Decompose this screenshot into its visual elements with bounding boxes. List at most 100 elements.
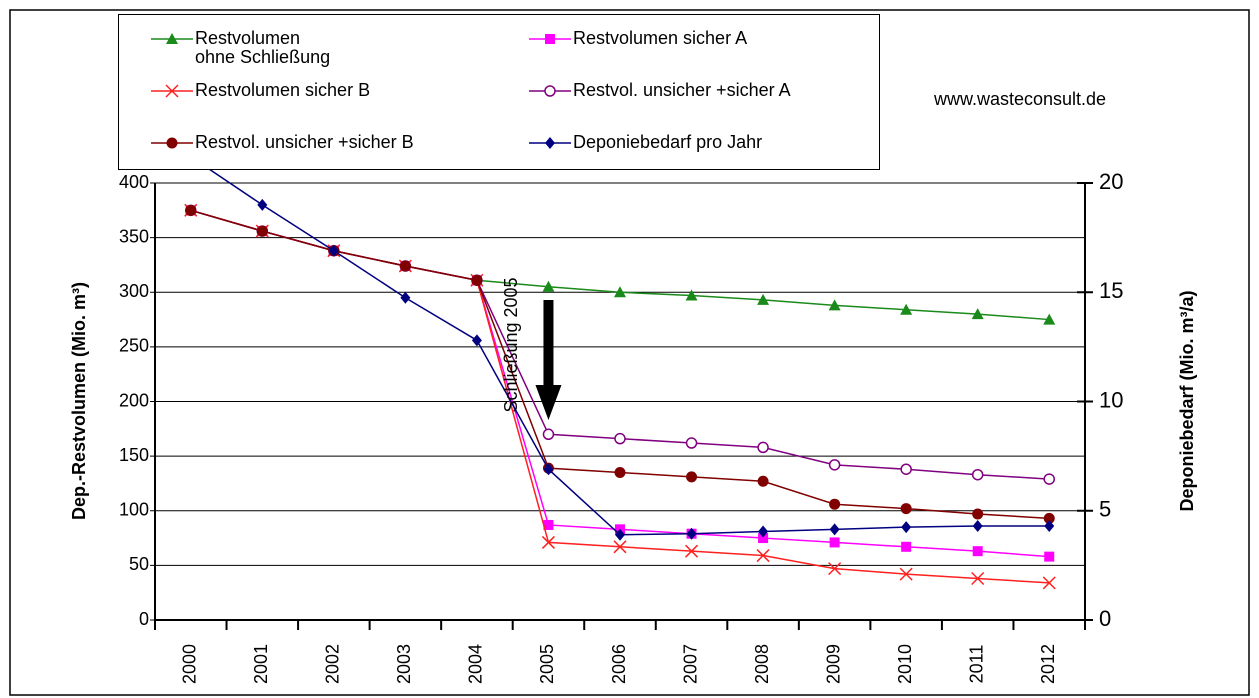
legend-item: Restvolumen sicher B — [149, 81, 370, 101]
marker — [829, 498, 841, 510]
y-tick-label: 300 — [119, 281, 149, 301]
arrow — [535, 300, 562, 420]
marker — [828, 299, 841, 311]
marker — [545, 137, 555, 149]
marker — [828, 562, 842, 576]
marker — [166, 137, 178, 149]
marker — [757, 293, 770, 305]
legend-label: Deponiebedarf pro Jahr — [573, 132, 763, 152]
x-tick-label: 2010 — [895, 644, 915, 684]
legend-swatch — [529, 34, 571, 44]
y-tick-label: 100 — [119, 500, 149, 520]
y-tick-label: 350 — [119, 226, 149, 246]
legend-swatch — [151, 84, 193, 98]
marker — [544, 85, 556, 97]
marker — [971, 468, 984, 481]
marker — [829, 537, 840, 548]
marker — [971, 571, 985, 586]
x-tick-label: 2002 — [323, 644, 343, 684]
marker — [1043, 512, 1055, 524]
legend-label: Restvol. unsicher +sicher B — [195, 132, 414, 152]
y-tick-label: 400 — [119, 172, 149, 192]
y2-tick-label: 15 — [1099, 278, 1123, 303]
marker — [614, 467, 626, 479]
series-line — [190, 209, 1050, 558]
legend-item: Restvol. unsicher +sicher B — [149, 133, 414, 153]
marker — [685, 289, 698, 301]
marker — [971, 308, 984, 320]
y-tick-label: 50 — [129, 554, 149, 574]
marker — [686, 471, 698, 483]
legend-label: Restvolumen sicher B — [195, 80, 371, 100]
marker — [828, 459, 841, 471]
series-line — [190, 156, 1050, 536]
marker — [165, 84, 179, 98]
marker — [541, 535, 555, 549]
marker — [901, 541, 912, 552]
closure-note: Schließung 2005 — [501, 277, 521, 412]
x-tick-label: 2003 — [394, 644, 414, 684]
y-tick-label: 200 — [119, 390, 149, 410]
series — [185, 205, 1055, 562]
website-note: www.wasteconsult.de — [933, 89, 1106, 109]
legend-item: Restvolumen sicher A — [527, 29, 747, 49]
y2-axis-title: Deponiebedarf (Mio. m³/a) — [1177, 290, 1197, 511]
marker — [1044, 520, 1055, 533]
marker — [757, 475, 769, 487]
y2-tick-label: 20 — [1099, 169, 1123, 194]
marker — [614, 432, 626, 445]
marker — [166, 33, 178, 44]
legend-item: Restvol. unsicher +sicher A — [527, 81, 791, 101]
y-tick-label: 150 — [119, 445, 149, 465]
legend-label: Restvol. unsicher +sicher A — [573, 80, 791, 100]
y-tick-label: 250 — [119, 336, 149, 356]
legend-swatch — [529, 137, 571, 149]
x-tick-label: 2012 — [1038, 644, 1058, 684]
marker — [900, 503, 912, 515]
marker — [615, 528, 625, 541]
series — [184, 204, 1056, 325]
y2-tick-label: 5 — [1099, 497, 1111, 522]
y2-tick-label: 10 — [1099, 387, 1123, 412]
x-tick-label: 2008 — [752, 644, 772, 684]
marker — [1042, 576, 1056, 590]
marker — [756, 549, 770, 563]
marker — [185, 204, 197, 216]
legend-item: Deponiebedarf pro Jahr — [527, 133, 762, 153]
marker — [399, 260, 411, 272]
marker — [686, 527, 697, 540]
marker — [257, 198, 268, 211]
series-line — [190, 209, 1050, 321]
x-tick-label: 2001 — [251, 644, 271, 684]
y2-tick-label: 0 — [1099, 606, 1111, 631]
marker — [471, 274, 483, 286]
marker — [614, 286, 626, 298]
y-tick-label: 0 — [139, 609, 149, 629]
marker — [1043, 313, 1056, 325]
marker — [972, 546, 983, 557]
legend-swatch — [151, 33, 193, 44]
legend-swatch — [151, 137, 193, 149]
marker — [328, 244, 339, 257]
marker — [543, 463, 554, 476]
marker — [543, 519, 554, 530]
marker — [256, 225, 268, 237]
y-axis-title: Dep.-Restvolumen (Mio. m³) — [69, 282, 89, 520]
marker — [471, 334, 482, 347]
x-tick-label: 2004 — [466, 644, 486, 684]
legend-label: Restvolumen ohne Schließung — [195, 28, 331, 67]
marker — [972, 508, 984, 520]
x-tick-label: 2005 — [537, 644, 557, 684]
marker — [685, 437, 698, 449]
marker — [1044, 551, 1055, 562]
marker — [901, 521, 912, 534]
marker — [400, 291, 411, 304]
series — [185, 204, 1055, 485]
marker — [758, 533, 769, 544]
marker — [542, 428, 555, 441]
x-tick-label: 2007 — [680, 644, 700, 684]
marker — [1043, 473, 1055, 485]
series — [185, 150, 1055, 541]
marker — [900, 303, 913, 315]
